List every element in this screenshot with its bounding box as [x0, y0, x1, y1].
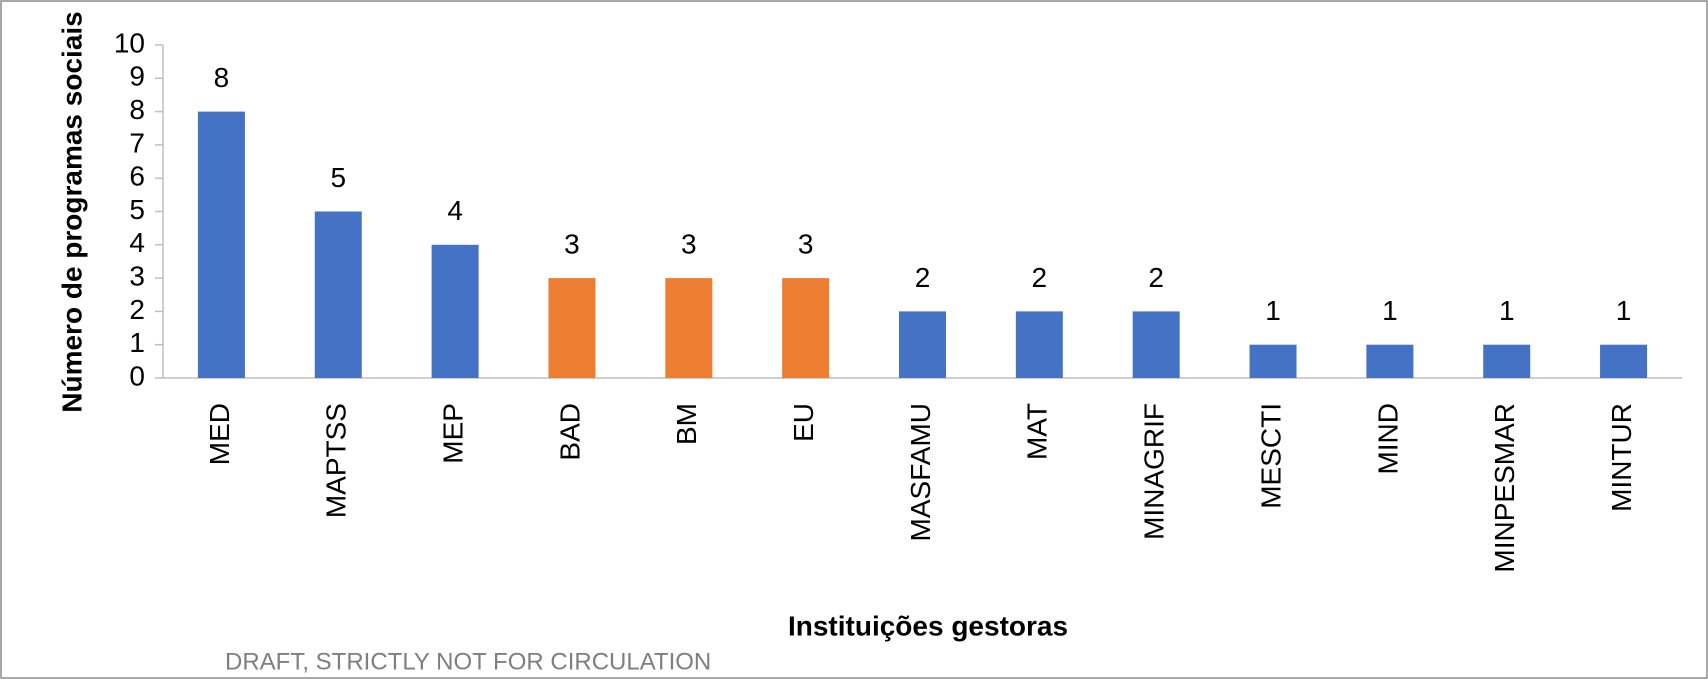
x-tick-label: MASFAMU	[905, 403, 936, 541]
data-label: 1	[1382, 295, 1398, 326]
x-tick-label: MIND	[1372, 403, 1403, 475]
bar	[1015, 311, 1063, 378]
x-tick-label: MED	[204, 403, 235, 465]
x-tick-label: MINTUR	[1606, 403, 1637, 512]
x-tick-label: BM	[671, 403, 702, 445]
x-axis-title: Instituições gestoras	[788, 610, 1068, 641]
bar	[1483, 344, 1531, 378]
watermark: DRAFT, STRICTLY NOT FOR CIRCULATION	[225, 648, 711, 675]
data-label: 5	[330, 162, 346, 193]
x-tick-label: MAT	[1022, 403, 1053, 460]
data-label: 2	[1148, 262, 1164, 293]
y-tick-label: 7	[129, 127, 145, 158]
bar	[1600, 344, 1648, 378]
y-tick-label: 8	[129, 94, 145, 125]
y-tick-label: 6	[129, 161, 145, 192]
bar	[1249, 344, 1297, 378]
data-label: 1	[1616, 295, 1632, 326]
y-tick-label: 3	[129, 260, 145, 291]
data-label: 3	[564, 228, 580, 259]
bar	[899, 311, 946, 378]
data-label: 2	[1032, 262, 1048, 293]
data-label: 4	[447, 195, 463, 226]
bar	[197, 111, 245, 378]
bar	[431, 244, 479, 378]
data-label: 3	[798, 228, 814, 259]
data-label: 8	[214, 62, 230, 93]
x-tick-label: BAD	[554, 403, 585, 461]
data-label: 1	[1265, 295, 1281, 326]
y-tick-label: 5	[129, 194, 145, 225]
data-label: 3	[681, 228, 697, 259]
bar	[1366, 344, 1414, 378]
bar	[665, 278, 713, 378]
data-label: 1	[1499, 295, 1515, 326]
bar	[314, 211, 362, 378]
y-axis-title: Número de programas sociais	[56, 11, 87, 412]
x-tick-label: MINPESMAR	[1489, 403, 1520, 573]
y-tick-label: 9	[129, 61, 145, 92]
x-tick-label: MEP	[438, 403, 469, 464]
x-tick-label: MESCTI	[1255, 403, 1286, 509]
y-tick-label: 1	[129, 327, 145, 358]
y-tick-label: 0	[129, 360, 145, 391]
y-tick-label: 4	[129, 227, 145, 258]
x-tick-label: EU	[788, 403, 819, 442]
y-tick-label: 2	[129, 294, 145, 325]
bar	[782, 278, 830, 378]
y-tick-label: 10	[114, 27, 145, 58]
data-label: 2	[915, 262, 931, 293]
bar	[548, 278, 596, 378]
x-tick-label: MAPTSS	[321, 403, 352, 518]
bar	[1132, 311, 1180, 378]
x-tick-label: MINAGRIF	[1139, 403, 1170, 540]
